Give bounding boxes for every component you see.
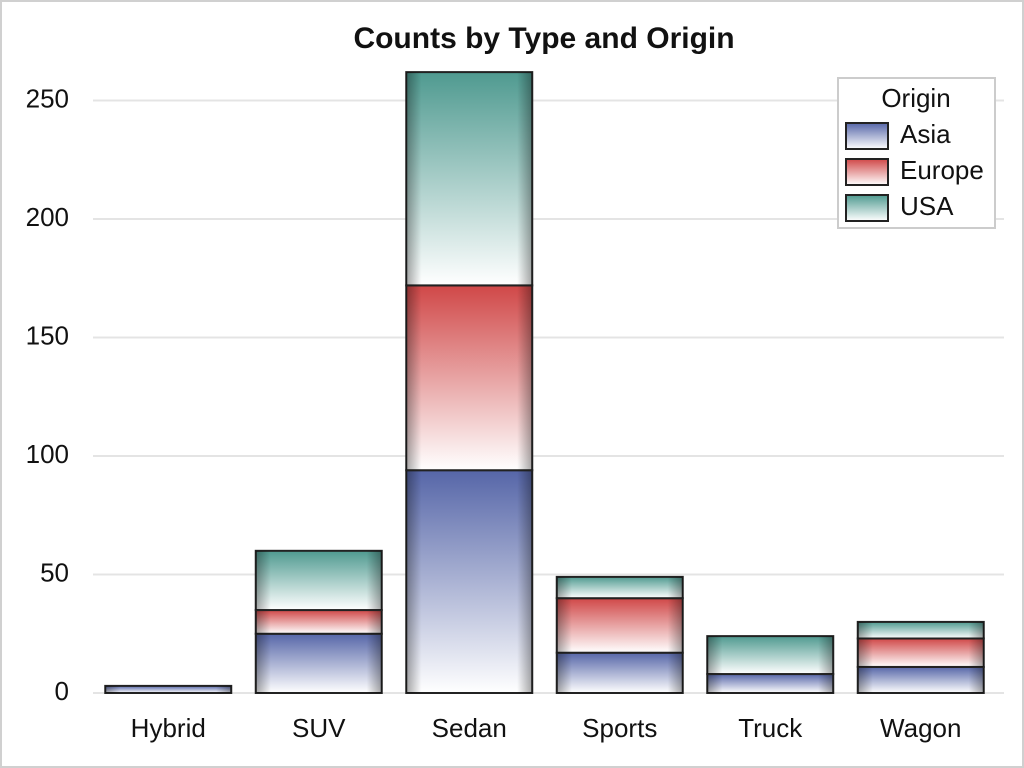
bar-segment [254,549,383,612]
bar-segment [555,651,684,694]
bar-segment [555,597,684,654]
legend-title: Origin [881,83,950,113]
x-tick-label: Sedan [432,713,507,743]
bar-segment [104,684,233,694]
bar-segment [856,637,985,668]
bar-segment [856,620,985,640]
legend-swatch [845,194,889,222]
x-tick-label: Truck [738,713,803,743]
x-tick-label: SUV [292,713,346,743]
x-tick-label: Wagon [880,713,961,743]
y-tick-label: 200 [26,202,69,232]
legend-label: Asia [900,119,951,149]
x-tick-label: Sports [582,713,657,743]
bar-segment [856,665,985,694]
bar-segment [405,284,534,472]
legend-swatch [845,158,889,186]
bar-segment [555,575,684,600]
bar-segment [706,673,835,694]
x-tick-label: Hybrid [131,713,206,743]
legend-swatch [845,122,889,150]
y-tick-label: 250 [26,83,69,113]
y-tick-label: 150 [26,320,69,350]
y-tick-label: 100 [26,439,69,469]
bar-segment [706,635,835,676]
y-tick-label: 50 [40,557,69,587]
bar-segment [405,71,534,287]
chart-title: Counts by Type and Origin [353,22,734,55]
legend-label: Europe [900,155,984,185]
bar-segment [254,632,383,694]
bar-segment [405,469,534,694]
y-tick-label: 0 [55,676,69,706]
bar-segment [254,609,383,635]
legend-label: USA [900,191,954,221]
